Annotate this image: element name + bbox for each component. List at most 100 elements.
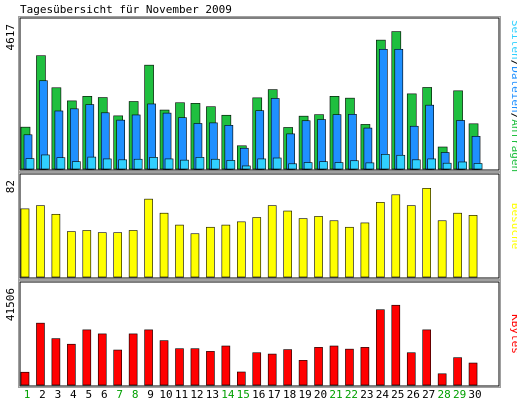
bar-besuche (422, 188, 432, 278)
bar-besuche (20, 208, 30, 278)
bar-besuche (97, 232, 107, 278)
bar-seiten (226, 160, 236, 170)
bars-hits (20, 31, 483, 170)
day-label: 9 (147, 388, 154, 401)
panel-frame-outer (18, 16, 501, 172)
bar-kbytes (144, 329, 153, 386)
legend-separator: / (509, 60, 517, 67)
bar-seiten (149, 157, 158, 170)
legend-item-seiten: Seiten (509, 20, 517, 60)
bar-besuche (237, 221, 246, 278)
day-label: 3 (55, 388, 62, 401)
bar-kbytes (237, 371, 246, 386)
day-label: 7 (116, 388, 123, 401)
bar-besuche (113, 232, 122, 278)
bar-kbytes (190, 348, 200, 386)
day-label: 12 (190, 388, 203, 401)
bar-besuche (453, 212, 462, 278)
bar-seiten (72, 161, 81, 170)
bar-kbytes (453, 357, 462, 386)
bar-kbytes (51, 338, 61, 386)
bar-dateien (70, 108, 79, 170)
bar-seiten (427, 158, 437, 170)
bar-kbytes (113, 349, 122, 386)
panel-hits: 4617 Seiten/Dateien/Anfragen (4, 16, 517, 172)
bar-seiten (272, 157, 282, 170)
bar-kbytes (67, 343, 76, 386)
bar-besuche (468, 215, 478, 278)
day-label: 21 (329, 388, 342, 401)
bar-kbytes (406, 352, 416, 386)
bar-seiten (442, 162, 452, 170)
bar-besuche (206, 226, 215, 278)
day-label: 1 (24, 388, 31, 401)
day-label: 24 (376, 388, 390, 401)
bar-seiten (396, 154, 406, 170)
bar-seiten (334, 162, 344, 170)
bar-besuche (406, 205, 416, 278)
bar-besuche (190, 233, 200, 278)
day-label: 5 (85, 388, 92, 401)
day-label: 28 (438, 388, 451, 401)
legend-separator: / (509, 113, 517, 120)
bar-kbytes (314, 347, 323, 386)
legend-besuche: Besuche (509, 203, 517, 249)
bar-besuche (437, 220, 447, 278)
bar-besuche (51, 213, 61, 278)
bar-besuche (391, 194, 401, 278)
bar-dateien (332, 114, 342, 170)
bar-kbytes (391, 304, 401, 386)
bar-kbytes (283, 349, 292, 386)
bar-dateien (301, 120, 311, 170)
legend-item-besuche: Besuche (509, 203, 517, 249)
bar-kbytes (20, 371, 30, 386)
day-label: 14 (221, 388, 235, 401)
day-label: 18 (283, 388, 296, 401)
bar-kbytes (267, 353, 277, 386)
bar-besuche (376, 202, 385, 278)
bar-seiten (303, 162, 313, 170)
bar-seiten (365, 162, 375, 170)
bar-besuche (82, 230, 92, 278)
bar-kbytes (376, 309, 385, 386)
day-label: 10 (159, 388, 172, 401)
bar-seiten (41, 154, 50, 170)
bar-kbytes (175, 348, 184, 386)
legend-hits: Seiten/Dateien/Anfragen (509, 20, 517, 172)
bar-besuche (175, 224, 184, 278)
bar-besuche (298, 218, 308, 278)
bar-seiten (257, 158, 267, 170)
y-max-label: 4617 (4, 24, 17, 51)
bar-seiten (195, 157, 205, 170)
bar-kbytes (345, 348, 354, 386)
day-label: 13 (206, 388, 219, 401)
bar-kbytes (128, 333, 138, 386)
bar-kbytes (437, 373, 447, 386)
day-label: 15 (237, 388, 250, 401)
bar-kbytes (298, 360, 308, 386)
bar-kbytes (468, 362, 478, 386)
bar-besuche (128, 230, 138, 278)
day-label: 27 (422, 388, 435, 401)
day-label: 29 (453, 388, 466, 401)
bar-besuche (67, 231, 76, 278)
day-label: 11 (175, 388, 188, 401)
bar-seiten (242, 165, 251, 170)
bar-besuche (144, 198, 153, 278)
bar-besuche (252, 217, 262, 278)
bar-seiten (411, 159, 421, 170)
panel-besuche: 82 Besuche (4, 172, 517, 280)
bar-kbytes (206, 351, 215, 386)
bar-dateien (379, 48, 388, 170)
y-max-label: 41506 (4, 288, 17, 321)
day-label: 19 (298, 388, 311, 401)
bar-kbytes (97, 333, 107, 386)
bar-kbytes (252, 352, 262, 386)
bar-seiten (211, 158, 220, 170)
bar-besuche (329, 220, 339, 278)
bar-besuche (267, 205, 277, 278)
panel-frame-outer (18, 172, 501, 280)
bar-besuche (345, 226, 354, 278)
